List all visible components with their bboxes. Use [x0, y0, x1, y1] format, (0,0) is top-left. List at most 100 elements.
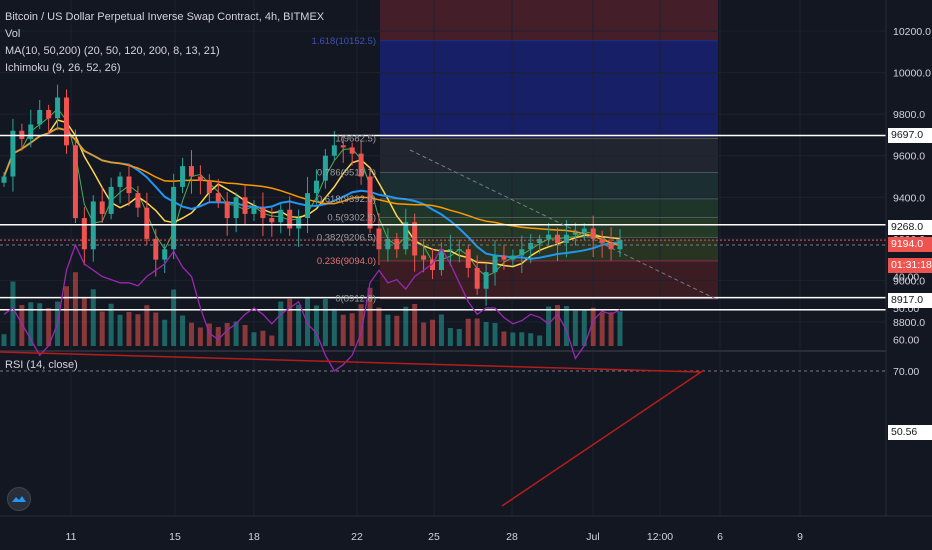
vol-legend: Vol: [5, 28, 21, 40]
volume-bar: [144, 305, 150, 346]
volume-bar: [331, 308, 337, 346]
candle-body: [197, 176, 203, 181]
fib-label: 0.786(9519.7): [317, 167, 376, 178]
volume-bar: [447, 328, 453, 346]
candle-body: [412, 222, 418, 256]
volume-bar: [572, 310, 578, 346]
candle-body: [180, 166, 186, 187]
candle-body: [581, 228, 587, 233]
candle-body: [483, 272, 489, 289]
volume-bar: [28, 302, 34, 346]
candle-body: [358, 153, 364, 177]
candle-body: [55, 97, 61, 119]
volume-bar: [260, 330, 266, 346]
rsi-resistance-trendline: [0, 351, 701, 373]
tradingview-logo-icon[interactable]: [7, 487, 31, 511]
volume-bar: [117, 314, 123, 346]
candle-body: [162, 249, 168, 260]
candles: [1, 84, 623, 306]
candle-body: [376, 228, 382, 250]
candle-body: [430, 259, 436, 271]
volume-bar: [180, 315, 186, 346]
candle-body: [590, 228, 596, 239]
price-tick-label: 9800.0: [893, 109, 925, 121]
volume-bar: [19, 305, 25, 346]
candle-body: [313, 180, 319, 194]
volume-bar: [251, 332, 257, 346]
ma-legend: MA(10, 50,200) (20, 50, 120, 200, 8, 13,…: [5, 45, 220, 57]
ichimoku-legend: Ichimoku (9, 26, 52, 26): [5, 62, 121, 74]
volume-bar: [367, 287, 373, 346]
candle-body: [1, 176, 7, 183]
date-tick-label: 18: [248, 531, 260, 543]
volume-bar: [358, 304, 364, 346]
candle-body: [233, 197, 239, 219]
fib-label: 0(8912.0): [335, 294, 376, 305]
volume-bar: [305, 297, 311, 346]
ma-fast-line: [3, 119, 621, 268]
candle-body: [510, 255, 516, 260]
volume-bar: [563, 306, 569, 346]
volume-bar: [421, 322, 427, 346]
candle-body: [492, 255, 498, 273]
candle-body: [126, 176, 132, 194]
candle-body: [37, 109, 43, 125]
level-badge-8917: 8917.0: [888, 293, 932, 308]
volume-bar: [555, 305, 561, 346]
volume-bar: [1, 334, 7, 346]
rsi-tick-label: 60.00: [893, 335, 919, 347]
candle-body: [367, 176, 373, 229]
date-tick-label: 15: [169, 531, 181, 543]
candle-body: [331, 145, 337, 156]
candle-body: [224, 201, 230, 219]
candle-body: [599, 238, 605, 244]
volume-bar: [90, 289, 96, 346]
candle-body: [135, 193, 141, 208]
volume-bar: [510, 332, 516, 346]
volume-bar: [135, 314, 141, 346]
candle-body: [546, 234, 552, 239]
candle-body: [144, 207, 150, 239]
volume-bar: [430, 319, 436, 346]
volume-bar: [287, 298, 293, 346]
projection-dashed-line: [409, 149, 719, 301]
volume-bar: [456, 329, 462, 346]
volume-bar: [153, 312, 159, 346]
volume-bar: [215, 327, 221, 346]
volume-bar: [10, 281, 16, 346]
candle-body: [153, 238, 159, 260]
volume-bar: [537, 335, 543, 346]
volume-bar: [412, 304, 418, 346]
candle-body: [403, 222, 409, 250]
candle-body: [108, 186, 114, 214]
horizontal-levels[interactable]: [0, 134, 886, 299]
volume-bar: [126, 312, 132, 346]
candle-body: [260, 207, 266, 219]
volume-bar: [438, 314, 444, 346]
candle-body: [572, 232, 578, 235]
fib-label: 1.618(10152.5): [312, 36, 376, 47]
candle-body: [99, 201, 105, 214]
fib-labels: 1.618(10152.5) 1(9682.5) 0.786(9519.7) 0.61…: [312, 36, 719, 305]
volume-bar: [590, 307, 596, 346]
volume-bar: [108, 303, 114, 346]
candle-body: [438, 249, 444, 271]
moving-averages: [3, 107, 621, 277]
candle-body: [206, 180, 212, 194]
volume-bar: [37, 303, 43, 346]
price-tick-label: 9600.0: [893, 151, 925, 163]
candle-body: [81, 218, 87, 250]
price-tick-label: 9000.0: [893, 275, 925, 287]
ma-slow-line: [3, 127, 621, 247]
candle-body: [242, 197, 248, 214]
date-tick-label: 22: [351, 531, 363, 543]
rsi-level-badge: 50.56: [888, 425, 932, 440]
volume-bar: [385, 314, 391, 346]
candle-body: [322, 155, 328, 181]
candle-body: [188, 166, 194, 177]
level-badge-9268: 9268.0: [888, 220, 932, 235]
candle-body: [608, 243, 614, 250]
rsi-support-trendline: [501, 369, 705, 507]
